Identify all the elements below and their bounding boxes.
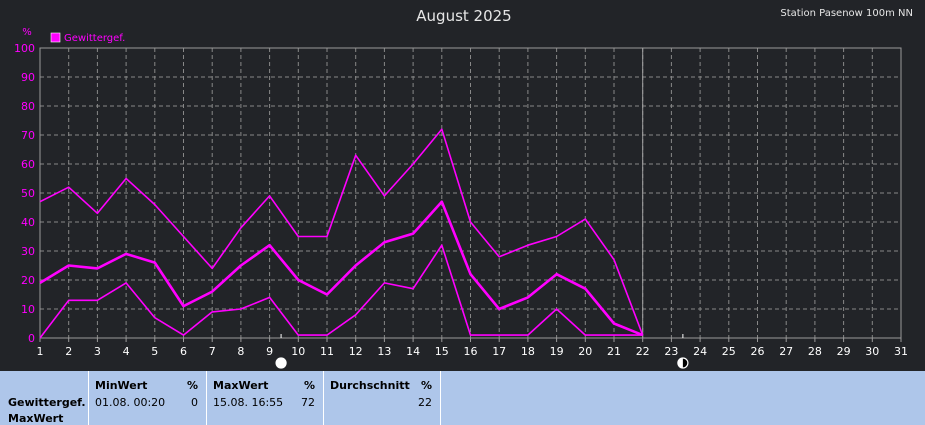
x-tick-label: 12 <box>349 345 363 358</box>
series-line-max <box>39 128 644 336</box>
x-tick-label: 31 <box>894 345 908 358</box>
x-tick-label: 30 <box>865 345 879 358</box>
x-tick-label: 18 <box>521 345 535 358</box>
y-tick-label: 30 <box>21 245 35 258</box>
x-tick-label: 28 <box>808 345 822 358</box>
stats-min-header: MinWert <box>95 379 148 392</box>
legend-label: Gewittergef. <box>64 33 125 44</box>
x-tick-label: 14 <box>406 345 420 358</box>
x-tick-label: 19 <box>550 345 564 358</box>
y-tick-label: 0 <box>28 332 35 345</box>
moon-lit-half <box>677 358 683 368</box>
stats-max-cell: MaxWert % 15.08. 16:55 72 <box>206 371 323 425</box>
stats-row-label-1: Gewittergef. <box>8 396 86 409</box>
x-tick-label: 17 <box>492 345 506 358</box>
x-tick-label: 23 <box>664 345 678 358</box>
x-tick-label: 15 <box>435 345 449 358</box>
stats-min-unit: % <box>186 379 198 392</box>
x-tick-label: 25 <box>722 345 736 358</box>
stats-row-label-2: MaxWert <box>8 412 64 425</box>
y-tick-label: 80 <box>21 100 35 113</box>
x-tick-label: 4 <box>123 345 130 358</box>
x-tick-label: 21 <box>607 345 621 358</box>
y-tick-label: 40 <box>21 216 35 229</box>
x-tick-label: 1 <box>37 345 44 358</box>
stats-avg-header: Durchschnitt <box>330 379 410 392</box>
x-tick-label: 26 <box>751 345 765 358</box>
x-tick-label: 8 <box>237 345 244 358</box>
y-tick-label: 50 <box>21 187 35 200</box>
x-tick-label: 22 <box>636 345 650 358</box>
y-tick-label: 60 <box>21 158 35 171</box>
x-tick-label: 20 <box>578 345 592 358</box>
stats-min-cell: MinWert % 01.08. 00:20 0 <box>88 371 206 425</box>
full-moon-icon <box>275 357 287 369</box>
y-axis-ticks: 0 10 20 30 40 50 60 70 80 90 100 <box>14 42 35 345</box>
y-axis-unit: % <box>22 27 32 38</box>
stats-max-unit: % <box>303 379 315 392</box>
stats-avg-cell: Durchschnitt % 22 <box>323 371 441 425</box>
stats-row-label: Gewittergef. MaxWert <box>0 371 88 425</box>
data-lines <box>39 128 644 339</box>
x-tick-label: 11 <box>320 345 334 358</box>
stats-footer: Gewittergef. MaxWert MinWert % 01.08. 00… <box>0 371 925 425</box>
stats-min-date: 01.08. 00:20 <box>95 396 166 409</box>
x-tick-label: 2 <box>65 345 72 358</box>
stats-avg-value: 22 <box>418 396 432 409</box>
x-tick-label: 5 <box>151 345 158 358</box>
stats-max-value: 72 <box>301 396 315 409</box>
x-tick-label: 6 <box>180 345 187 358</box>
stats-max-header: MaxWert <box>213 379 269 392</box>
moon-phases <box>275 334 689 369</box>
y-tick-label: 90 <box>21 71 35 84</box>
x-tick-label: 3 <box>94 345 101 358</box>
station-label: Station Pasenow 100m NN <box>780 8 913 19</box>
x-axis-ticks: 1 2 3 4 5 6 7 8 9 10 11 12 13 14 15 16 17 18 19 20 21 22 23 24 2… <box>37 338 908 358</box>
y-tick-label: 70 <box>21 129 35 142</box>
x-tick-label: 24 <box>693 345 707 358</box>
stats-max-date: 15.08. 16:55 <box>213 396 284 409</box>
grid <box>39 47 902 339</box>
x-tick-label: 9 <box>266 345 273 358</box>
stats-avg-unit: % <box>420 379 432 392</box>
stats-min-value: 0 <box>191 396 198 409</box>
chart-title: August 2025 <box>416 7 511 25</box>
line-chart: August 2025 Station Pasenow 100m NN Gewi… <box>14 7 913 369</box>
x-tick-label: 7 <box>209 345 216 358</box>
x-tick-label: 13 <box>377 345 391 358</box>
y-tick-label: 10 <box>21 303 35 316</box>
series-line-min <box>39 244 643 339</box>
x-tick-label: 27 <box>779 345 793 358</box>
x-tick-label: 16 <box>464 345 478 358</box>
y-tick-label: 100 <box>14 42 35 55</box>
x-tick-label: 29 <box>837 345 851 358</box>
y-tick-label: 20 <box>21 274 35 287</box>
x-tick-label: 10 <box>291 345 305 358</box>
series-line-mean <box>39 200 644 337</box>
legend-swatch <box>50 32 61 43</box>
